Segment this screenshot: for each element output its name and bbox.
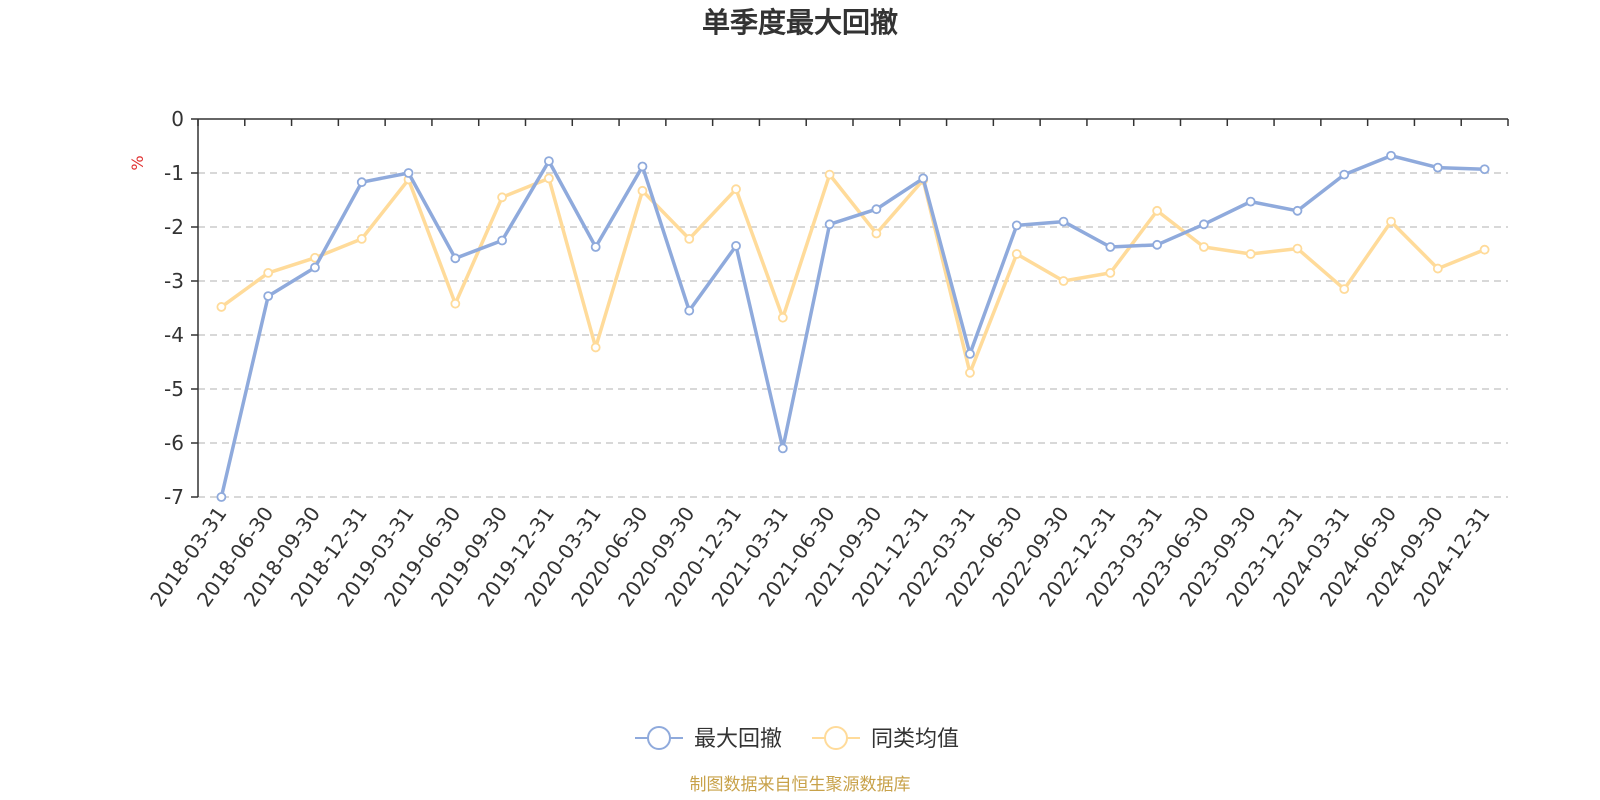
data-point[interactable] — [590, 342, 601, 353]
series-line — [220, 172, 1486, 375]
data-point[interactable] — [310, 262, 320, 273]
y-tick-label: -4 — [164, 323, 184, 347]
data-point[interactable] — [777, 443, 788, 454]
y-tick-label: -6 — [164, 431, 184, 455]
data-point[interactable] — [216, 492, 227, 502]
data-point[interactable] — [1058, 216, 1069, 227]
series — [216, 150, 1490, 502]
data-point[interactable] — [1339, 284, 1350, 295]
y-tick-label: -5 — [164, 377, 184, 401]
y-tick-label: 0 — [171, 107, 184, 131]
data-point[interactable] — [918, 173, 929, 184]
legend-item[interactable]: 同类均值 — [812, 726, 959, 752]
data-point[interactable] — [1386, 150, 1396, 161]
legend-label: 最大回撤 — [694, 727, 782, 752]
data-point[interactable] — [871, 204, 882, 215]
data-point[interactable] — [684, 233, 695, 244]
data-point[interactable] — [731, 184, 741, 195]
data-point[interactable] — [777, 312, 788, 323]
data-point[interactable] — [871, 228, 882, 239]
data-point[interactable] — [684, 305, 695, 316]
legend-label: 同类均值 — [871, 727, 959, 752]
data-point[interactable] — [1386, 216, 1396, 227]
data-point[interactable] — [1292, 243, 1303, 254]
data-point[interactable] — [263, 267, 274, 278]
data-point[interactable] — [637, 185, 648, 196]
data-point[interactable] — [824, 219, 835, 230]
data-point[interactable] — [1432, 263, 1443, 274]
data-point[interactable] — [1105, 267, 1116, 278]
y-tick-labels: 0 -1 -2 -3 -4 -5 -6 -7 — [164, 107, 184, 509]
data-point[interactable] — [356, 177, 367, 188]
axes — [191, 118, 1509, 498]
data-point[interactable] — [1479, 164, 1490, 175]
data-point[interactable] — [1479, 244, 1490, 255]
data-point[interactable] — [1105, 242, 1116, 252]
data-point[interactable] — [1432, 162, 1443, 173]
data-point[interactable] — [824, 169, 835, 180]
data-point[interactable] — [965, 367, 975, 378]
data-point[interactable] — [731, 240, 741, 251]
data-source-note: 制图数据来自恒生聚源数据库 — [690, 775, 911, 795]
legend-marker — [647, 726, 671, 750]
legend-marker — [824, 726, 848, 750]
data-point[interactable] — [1152, 239, 1163, 250]
data-point[interactable] — [1152, 205, 1163, 216]
data-point[interactable] — [263, 291, 274, 302]
data-point[interactable] — [356, 233, 367, 244]
y-axis-unit-label: % — [128, 155, 147, 170]
data-point[interactable] — [543, 156, 554, 167]
data-point[interactable] — [1011, 249, 1022, 259]
data-point[interactable] — [965, 348, 975, 359]
y-tick-label: -1 — [164, 161, 184, 185]
y-tick-label: -7 — [164, 485, 184, 509]
data-point[interactable] — [543, 173, 554, 184]
data-point[interactable] — [450, 298, 461, 309]
data-point[interactable] — [1011, 220, 1022, 231]
data-point[interactable] — [1292, 205, 1303, 216]
data-point[interactable] — [403, 168, 414, 178]
data-point[interactable] — [1198, 219, 1209, 230]
grid-lines — [198, 172, 1508, 498]
data-point[interactable] — [216, 302, 227, 312]
data-point[interactable] — [1058, 276, 1069, 286]
series-peer-average — [216, 169, 1490, 378]
data-point[interactable] — [1198, 242, 1209, 252]
chart-title: 单季度最大回撤 — [702, 6, 898, 39]
series-max-drawdown — [216, 150, 1490, 502]
data-point[interactable] — [1245, 196, 1256, 207]
legend[interactable]: 最大回撤 同类均值 — [635, 726, 959, 752]
data-point[interactable] — [450, 253, 461, 264]
y-tick-label: -2 — [164, 215, 184, 239]
data-point[interactable] — [590, 242, 601, 252]
series-line — [219, 153, 1485, 498]
data-point[interactable] — [497, 192, 508, 203]
data-point[interactable] — [637, 161, 648, 172]
y-tick-label: -3 — [164, 269, 184, 293]
legend-item[interactable]: 最大回撤 — [635, 726, 782, 752]
data-point[interactable] — [1339, 169, 1350, 180]
data-point[interactable] — [497, 235, 508, 246]
data-point[interactable] — [1245, 249, 1256, 259]
x-tick-labels: 2018-03-312018-06-302018-09-302018-12-31… — [145, 502, 1495, 611]
